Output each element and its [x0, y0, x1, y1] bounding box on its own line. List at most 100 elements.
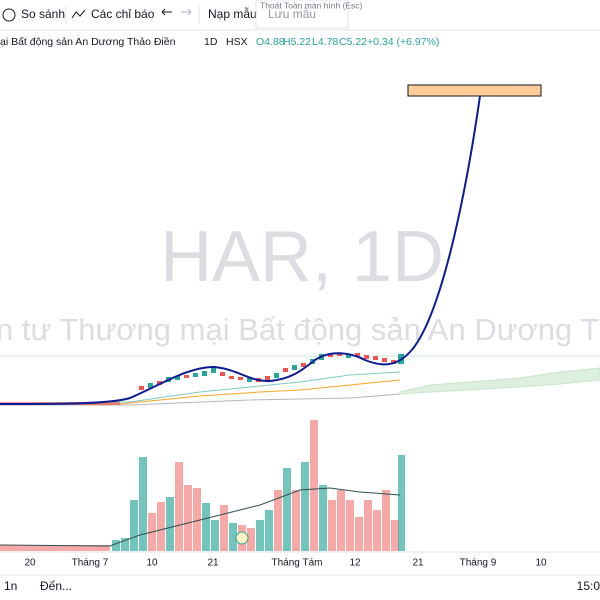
volume-bar — [346, 500, 354, 551]
ichimoku-cloud — [399, 367, 600, 395]
candles — [0, 353, 404, 405]
candle — [193, 373, 198, 377]
candle — [202, 371, 207, 376]
candle — [337, 353, 342, 356]
event-marker[interactable] — [235, 531, 249, 545]
time-axis-label: Tháng 9 — [460, 558, 497, 569]
exchange: HSX — [226, 36, 248, 48]
volume-bar — [121, 538, 129, 551]
moving-average — [0, 371, 401, 405]
volume-bar — [398, 455, 405, 551]
volume-bar — [265, 510, 273, 551]
volume-bar — [256, 520, 264, 551]
volume-bar — [337, 490, 345, 551]
volume-bar — [310, 420, 318, 551]
save-template-label: Lưu mẫu — [268, 6, 316, 21]
volume-bar — [112, 540, 120, 551]
candle — [373, 356, 378, 360]
time-axis-label: 21 — [207, 558, 219, 569]
candle — [328, 354, 333, 357]
time-axis: 20 Tháng 7 10 21 Tháng Tám 12 21 Tháng 9 10 — [24, 558, 547, 569]
volume-bar — [193, 488, 201, 551]
candle — [346, 354, 351, 358]
target-box[interactable] — [407, 84, 542, 97]
indicators-icon[interactable] — [71, 9, 86, 19]
compare-icon[interactable] — [2, 8, 16, 22]
volume-bar — [175, 462, 183, 551]
range-button[interactable]: 1n — [4, 579, 17, 593]
time-axis-label: Tháng 7 — [72, 558, 109, 569]
interval: 1D — [204, 36, 218, 48]
load-template-button[interactable]: Nạp mẫu — [208, 6, 257, 21]
candle — [148, 383, 153, 388]
candle — [292, 365, 297, 370]
volume-bar — [229, 523, 237, 551]
volume-bar — [373, 510, 381, 551]
candle — [157, 381, 162, 385]
volume-bar — [301, 462, 309, 551]
indicators-button[interactable]: Các chỉ báo — [91, 7, 155, 21]
volume-bar — [247, 528, 255, 551]
trend-curve[interactable] — [0, 95, 481, 405]
volume-bar — [202, 503, 210, 551]
open: O4.88 — [256, 36, 285, 48]
candle — [175, 376, 180, 380]
high: H5.22 — [283, 36, 311, 48]
candle — [364, 355, 369, 359]
volume-bar — [355, 517, 363, 551]
volume-bar — [328, 500, 336, 551]
candle — [301, 363, 306, 367]
redo-icon[interactable] — [181, 8, 192, 16]
watermark-company: n tư Thương mại Bất động sản An Dương T — [0, 312, 599, 347]
candle — [211, 366, 216, 373]
time-axis-label: Tháng Tám — [272, 558, 323, 569]
save-template-button[interactable] — [255, 0, 349, 29]
change: +0.34 (+6.97%) — [367, 36, 439, 48]
candle — [229, 376, 234, 379]
symbol-name: ại Bất động sản An Dương Thảo Điền — [0, 36, 176, 48]
volume-bar — [283, 468, 291, 551]
volume-bar — [319, 485, 327, 551]
volume-bar — [364, 500, 372, 551]
candle — [247, 378, 252, 382]
clock: 15:0 — [577, 579, 600, 593]
volume — [0, 420, 405, 551]
volume-group — [0, 545, 110, 551]
candle — [184, 375, 189, 378]
undo-icon[interactable] — [161, 8, 172, 16]
watermark-symbol: HAR, 1D — [160, 217, 444, 297]
tooltip: Thoát Toàn màn hình (Esc) — [260, 0, 363, 10]
time-axis-label: 12 — [349, 558, 361, 569]
volume-bar — [382, 490, 390, 551]
candle — [274, 373, 279, 378]
time-axis-label: 20 — [24, 558, 36, 569]
candle — [355, 353, 360, 356]
volume-bar — [292, 490, 300, 551]
low: L4.78 — [312, 36, 338, 48]
time-axis-label: 10 — [535, 558, 547, 569]
goto-button[interactable]: Đến... — [40, 579, 72, 593]
compare-button[interactable]: So sánh — [21, 7, 65, 21]
candle — [382, 358, 387, 362]
candle — [283, 368, 288, 372]
candle — [139, 386, 144, 390]
volume-bar — [391, 520, 399, 551]
volume-bar — [211, 520, 219, 551]
volume-bar — [166, 497, 174, 551]
candle — [265, 376, 270, 380]
candle — [220, 372, 225, 376]
volume-bar — [184, 485, 192, 551]
volume-bar — [130, 500, 138, 551]
time-axis-label: 21 — [412, 558, 424, 569]
close: C5.22 — [339, 36, 367, 48]
volume-bar — [157, 502, 165, 551]
candle — [238, 377, 243, 380]
time-axis-label: 10 — [146, 558, 158, 569]
volume-bar — [274, 490, 282, 551]
volume-bar — [220, 505, 228, 551]
volume-bar — [139, 457, 147, 551]
volume-average — [0, 487, 401, 547]
